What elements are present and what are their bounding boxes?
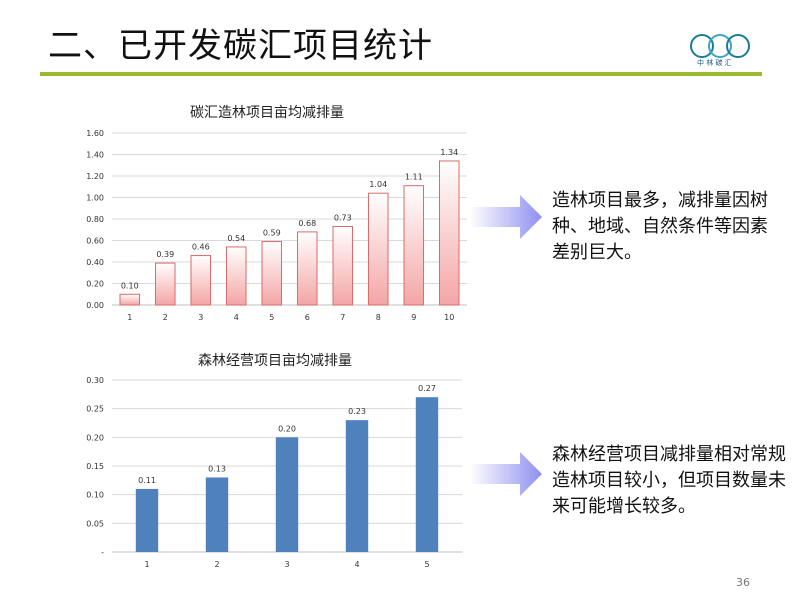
data-label: 0.46 <box>192 243 210 252</box>
y-tick-label: 0.15 <box>86 462 104 471</box>
bar <box>332 226 354 306</box>
page-title: 二、已开发碳汇项目统计 <box>48 26 433 66</box>
y-tick-label: 0.00 <box>86 301 104 310</box>
bar <box>190 255 212 306</box>
y-tick-label: 1.20 <box>86 172 104 181</box>
y-tick-label: 0.05 <box>86 519 104 528</box>
bar <box>225 246 247 306</box>
x-tick-label: 5 <box>269 313 274 322</box>
bar <box>261 241 283 306</box>
data-label: 0.13 <box>208 464 226 473</box>
bar <box>135 488 159 552</box>
bar <box>296 231 318 306</box>
bar <box>403 185 425 306</box>
data-label: 1.34 <box>440 148 458 157</box>
logo-icon <box>690 34 750 58</box>
x-tick-label: 1 <box>144 560 149 569</box>
bar <box>438 160 460 306</box>
y-tick-label: 0.40 <box>86 258 104 267</box>
y-tick-label: 0.20 <box>86 280 104 289</box>
bar <box>154 262 176 306</box>
data-label: 0.27 <box>418 384 436 393</box>
bar <box>275 437 299 552</box>
x-tick-label: 3 <box>198 313 203 322</box>
x-tick-label: 4 <box>354 560 359 569</box>
note-forest-management: 森林经营项目减排量相对常规造林项目较小，但项目数量未来可能增长较多。 <box>552 444 786 517</box>
arrow-right-icon <box>470 452 542 496</box>
bar <box>345 420 369 552</box>
x-tick-label: 6 <box>305 313 310 322</box>
bar <box>205 477 229 552</box>
title-underline <box>40 72 762 76</box>
chart2-title: 森林经营项目亩均减排量 <box>198 353 352 369</box>
data-label: 0.39 <box>156 250 174 259</box>
note-afforestation: 造林项目最多，减排量因树种、地域、自然条件等因素差别巨大。 <box>552 190 768 263</box>
y-tick-label: 0.10 <box>86 491 104 500</box>
y-tick-label: 1.00 <box>86 194 104 203</box>
bar <box>119 293 141 306</box>
data-label: 0.10 <box>121 281 139 290</box>
y-tick-label: 0.20 <box>86 433 104 442</box>
data-label: 0.23 <box>348 407 366 416</box>
data-label: 0.68 <box>298 219 316 228</box>
y-tick-label: 1.60 <box>86 129 104 138</box>
chart1-afforestation-bar-chart: 0.00 0.20 0.40 0.60 0.80 1.00 1.20 1.40 1.60 0.10… <box>86 129 467 322</box>
x-tick-label: 9 <box>411 313 416 322</box>
data-label: 0.73 <box>334 214 352 223</box>
y-tick-label: 1.40 <box>86 151 104 160</box>
data-label: 0.11 <box>138 476 156 485</box>
x-tick-label: 8 <box>376 313 381 322</box>
y-tick-label: 0.30 <box>86 376 104 385</box>
logo-text: 中 林 碳 汇 <box>697 59 732 67</box>
x-tick-label: 5 <box>424 560 429 569</box>
x-tick-label: 4 <box>234 313 239 322</box>
data-label: 1.11 <box>405 173 423 182</box>
x-tick-label: 2 <box>214 560 219 569</box>
x-tick-label: 1 <box>127 313 132 322</box>
chart2-forest-management-bar-chart: - 0.05 0.10 0.15 0.20 0.25 0.30 0.11 1 0.13 2 0.20 3… <box>86 376 462 569</box>
x-tick-label: 2 <box>163 313 168 322</box>
y-tick-label: 0.25 <box>86 405 104 414</box>
bar <box>367 192 389 306</box>
y-tick-label: - <box>101 548 104 557</box>
data-label: 1.04 <box>369 180 387 189</box>
data-label: 0.59 <box>263 229 281 238</box>
x-tick-label: 7 <box>340 313 345 322</box>
data-label: 0.54 <box>227 234 245 243</box>
data-label: 0.20 <box>278 424 296 433</box>
y-tick-label: 0.80 <box>86 215 104 224</box>
bar <box>415 397 439 552</box>
x-tick-label: 10 <box>444 313 454 322</box>
x-tick-label: 3 <box>284 560 289 569</box>
page-number: 36 <box>736 576 750 589</box>
arrow-right-icon <box>470 195 542 239</box>
chart1-title: 碳汇造林项目亩均减排量 <box>190 105 344 121</box>
y-tick-label: 0.60 <box>86 237 104 246</box>
